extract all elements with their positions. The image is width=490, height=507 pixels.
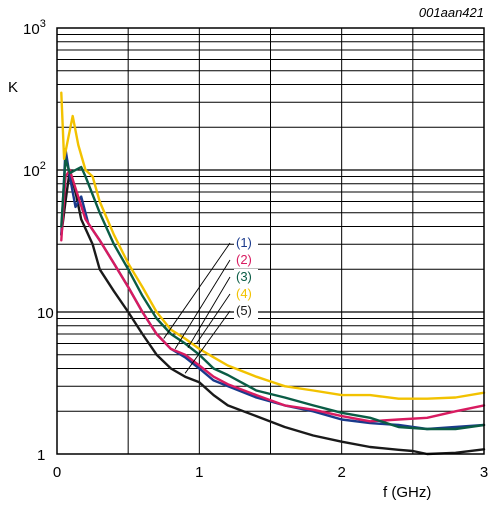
series-layer — [60, 91, 486, 456]
legend-label-2: (2) — [236, 252, 252, 267]
y-axis-ticks: 1 10 102 103 — [23, 18, 54, 464]
x-axis-ticks: 0 1 2 3 — [53, 464, 488, 481]
legend: (1) (2) (3) (4) (5) — [163, 235, 258, 374]
legend-leader-line — [174, 259, 231, 350]
y-tick-label: 10 — [37, 305, 54, 322]
legend-label-1: (1) — [236, 235, 252, 250]
series-line-4 — [60, 91, 486, 400]
legend-label-4: (4) — [236, 286, 252, 301]
legend-label-5: (5) — [236, 303, 252, 318]
y-tick-label: 1 — [37, 447, 45, 464]
series-line-3 — [60, 157, 486, 431]
legend-leader-line — [187, 276, 231, 348]
y-tick-label: 102 — [23, 160, 46, 180]
figure-code: 001aan421 — [419, 5, 484, 20]
plot-frame — [56, 27, 485, 455]
legend-leader-line — [184, 310, 231, 374]
x-tick-label: 1 — [195, 464, 203, 481]
legend-leader-line — [163, 242, 231, 339]
x-tick-label: 2 — [337, 464, 345, 481]
legend-label-bg — [234, 252, 258, 268]
x-tick-label: 0 — [53, 464, 61, 481]
legend-leader-line — [196, 293, 231, 344]
y-axis-label: K — [8, 79, 18, 96]
legend-label-bg — [234, 235, 258, 251]
series-line-1 — [60, 147, 486, 431]
legend-label-bg — [234, 286, 258, 302]
grid — [57, 28, 484, 454]
legend-label-bg — [234, 269, 258, 285]
legend-label-bg — [234, 303, 258, 319]
x-tick-label: 3 — [480, 464, 488, 481]
series-line-5 — [60, 168, 486, 456]
legend-label-3: (3) — [236, 269, 252, 284]
y-tick-label: 103 — [23, 18, 46, 38]
series-line-2 — [60, 168, 486, 423]
x-axis-label: f (GHz) — [383, 484, 431, 501]
